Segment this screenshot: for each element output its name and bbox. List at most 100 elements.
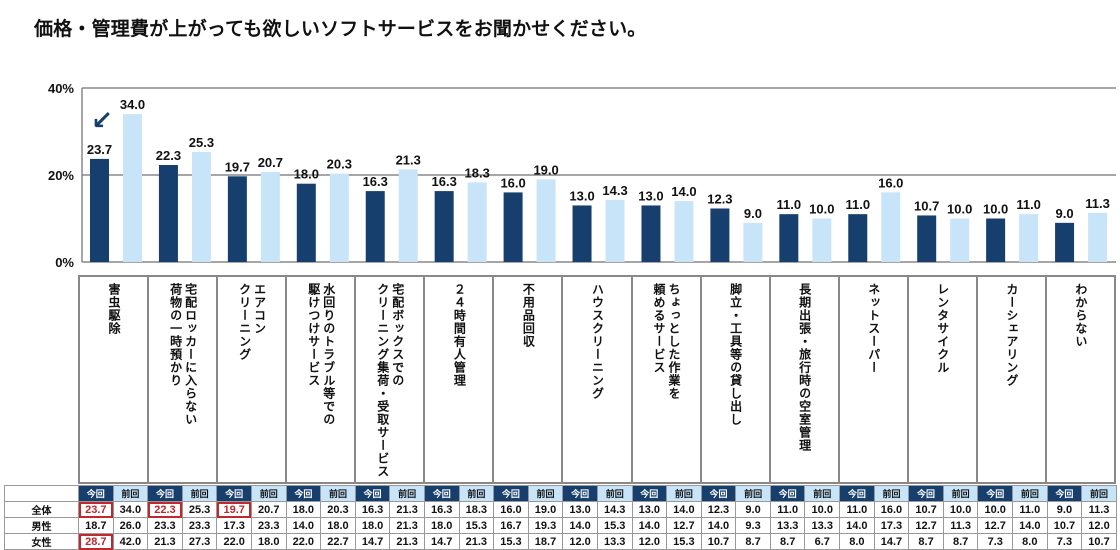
table-cell: 14.7 — [423, 533, 460, 550]
table-cell: 23.3 — [250, 517, 287, 534]
header-current: 今回 — [423, 485, 460, 502]
category-cell: 害虫駆除 — [78, 277, 147, 482]
header-current: 今回 — [908, 485, 944, 502]
category-cell: 脚立・工具等の貸し出し — [699, 277, 769, 482]
table-cell: 20.3 — [320, 501, 356, 518]
table-cell: 12.0 — [562, 533, 598, 550]
bar-current — [986, 218, 1006, 262]
data-label: 10.0 — [947, 202, 972, 217]
category-label: ネットスーパー — [866, 283, 881, 374]
table-cell: 11.3 — [1081, 501, 1117, 518]
bar-previous — [743, 222, 763, 262]
category-label: エアコン クリーニング — [237, 283, 267, 361]
header-previous: 前回 — [735, 485, 771, 502]
bar-current — [227, 176, 247, 262]
table-cell: 22.3 — [147, 501, 183, 518]
table-cell: 13.3 — [804, 517, 841, 534]
header-current: 今回 — [147, 485, 183, 502]
table-cell: 14.0 — [839, 517, 875, 534]
bar-previous — [605, 199, 625, 262]
header-previous: 前回 — [596, 485, 633, 502]
table-cell: 19.3 — [527, 517, 564, 534]
header-previous: 前回 — [389, 485, 425, 502]
header-current: 今回 — [216, 485, 252, 502]
data-label: 14.3 — [602, 183, 627, 198]
header-previous: 前回 — [1012, 485, 1048, 502]
table-cell: 12.7 — [666, 517, 702, 534]
data-label: 25.3 — [189, 135, 214, 150]
header-previous: 前回 — [112, 485, 149, 502]
table-cell: 6.7 — [804, 533, 841, 550]
header-previous: 前回 — [527, 485, 564, 502]
header-previous: 前回 — [320, 485, 356, 502]
table-cell: 8.0 — [839, 533, 875, 550]
table-cell: 10.7 — [908, 501, 944, 518]
table-cell: 14.7 — [873, 533, 910, 550]
table-cell: 16.7 — [493, 517, 529, 534]
category-label: ２４時間有人管理 — [452, 283, 467, 387]
header-previous: 前回 — [1081, 485, 1117, 502]
table-cell: 17.3 — [873, 517, 910, 534]
category-cell: ハウスクリーニング — [561, 277, 630, 482]
data-label: 18.3 — [465, 165, 490, 180]
category-label: 害虫駆除 — [107, 283, 122, 335]
table-row: 全体 23.7 34.0 22.3 25.3 19.7 20.7 18.0 20.3 16.3 21… — [4, 501, 1117, 518]
y-tick-label: 40% — [48, 81, 74, 96]
table-cell: 14.0 — [631, 517, 668, 534]
table-cell: 10.0 — [942, 501, 979, 518]
header-current: 今回 — [839, 485, 875, 502]
table-cell: 8.7 — [735, 533, 771, 550]
table-cell: 18.3 — [458, 501, 495, 518]
table-cell: 11.0 — [839, 501, 875, 518]
table-cell: 18.0 — [423, 517, 460, 534]
category-cell: わからない — [1044, 277, 1116, 482]
table-row: 男性 18.7 26.0 23.3 23.3 17.3 23.3 14.0 18.0 18.0 21… — [4, 517, 1117, 534]
table-cell: 20.7 — [250, 501, 287, 518]
bar-current — [503, 192, 523, 262]
table-cell: 18.0 — [250, 533, 287, 550]
table-cell: 13.3 — [769, 517, 806, 534]
row-label: 女性 — [4, 533, 79, 550]
data-label: 13.0 — [638, 188, 663, 203]
category-cell: エアコン クリーニング — [216, 277, 285, 482]
category-cell: ２４時間有人管理 — [423, 277, 492, 482]
table-cell: 25.3 — [181, 501, 218, 518]
table-cell: 22.7 — [320, 533, 356, 550]
table-cell: 8.7 — [942, 533, 979, 550]
header-current: 今回 — [700, 485, 737, 502]
data-label: 18.0 — [294, 167, 319, 182]
category-label: 宅配ロッカーに入らない 荷物の一時預かり — [168, 283, 198, 426]
data-label: 20.3 — [327, 157, 352, 172]
bar-current — [641, 205, 661, 262]
bar-current — [90, 158, 109, 262]
table-cell: 22.0 — [216, 533, 252, 550]
data-label: 12.3 — [707, 191, 732, 206]
header-current: 今回 — [1046, 485, 1083, 502]
table-cell: 9.3 — [735, 517, 771, 534]
table-cell: 8.0 — [1012, 533, 1048, 550]
data-label: 19.0 — [533, 162, 558, 177]
y-tick-label: 0% — [55, 255, 74, 270]
header-previous: 前回 — [458, 485, 495, 502]
category-cell: ネットスーパー — [837, 277, 907, 482]
table-cell: 26.0 — [112, 517, 149, 534]
category-cell: 長期出張・旅行時の空室管理 — [768, 277, 838, 482]
bar-current — [848, 214, 868, 262]
table-cell: 16.3 — [354, 501, 391, 518]
table-cell: 14.0 — [700, 517, 737, 534]
table-cell: 27.3 — [181, 533, 218, 550]
table-cell: 34.0 — [112, 501, 149, 518]
header-previous: 前回 — [942, 485, 979, 502]
table-cell: 10.0 — [977, 501, 1014, 518]
category-label: 長期出張・旅行時の空室管理 — [797, 283, 812, 452]
data-label: 23.7 — [87, 142, 112, 157]
table-cell: 19.0 — [527, 501, 564, 518]
data-label: 10.0 — [983, 202, 1008, 217]
table-cell: 12.0 — [631, 533, 668, 550]
header-current: 今回 — [78, 485, 114, 502]
table-cell: 15.3 — [493, 533, 529, 550]
category-label: カーシェアリング — [1004, 283, 1019, 387]
data-label: 16.3 — [363, 174, 388, 189]
table-cell: 42.0 — [112, 533, 149, 550]
bar-previous — [260, 171, 280, 262]
